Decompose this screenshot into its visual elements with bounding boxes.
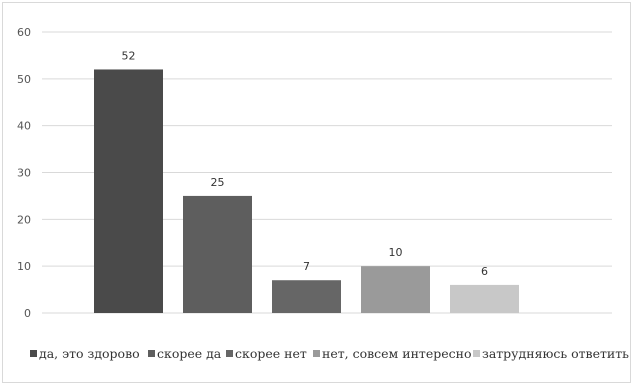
legend-label: затрудняюсь ответить <box>482 346 629 361</box>
bar <box>450 284 519 313</box>
y-tick-label: 20 <box>17 213 31 226</box>
y-tick-label: 0 <box>24 307 31 320</box>
legend-swatch <box>313 350 320 357</box>
legend-swatch <box>226 350 233 357</box>
data-label: 52 <box>122 49 136 62</box>
y-tick-label: 60 <box>17 26 31 39</box>
data-label: 25 <box>211 176 225 189</box>
legend-swatch <box>30 350 37 357</box>
data-label: 7 <box>303 260 310 273</box>
y-tick-label: 50 <box>17 73 31 86</box>
bar <box>361 266 430 313</box>
data-label: 6 <box>481 265 488 278</box>
legend-swatch <box>473 350 480 357</box>
y-tick-label: 10 <box>17 260 31 273</box>
legend-swatch <box>148 350 155 357</box>
y-tick-label: 30 <box>17 167 31 180</box>
legend-label: нет, совсем интересно <box>322 346 471 361</box>
legend-label: да, это здорово <box>39 346 140 361</box>
bar <box>272 280 341 313</box>
bar <box>183 195 252 313</box>
data-label: 10 <box>389 246 403 259</box>
y-tick-label: 40 <box>17 120 31 133</box>
bar <box>94 69 163 313</box>
legend-label: скорее да <box>157 346 222 361</box>
legend-label: скорее нет <box>235 346 307 361</box>
